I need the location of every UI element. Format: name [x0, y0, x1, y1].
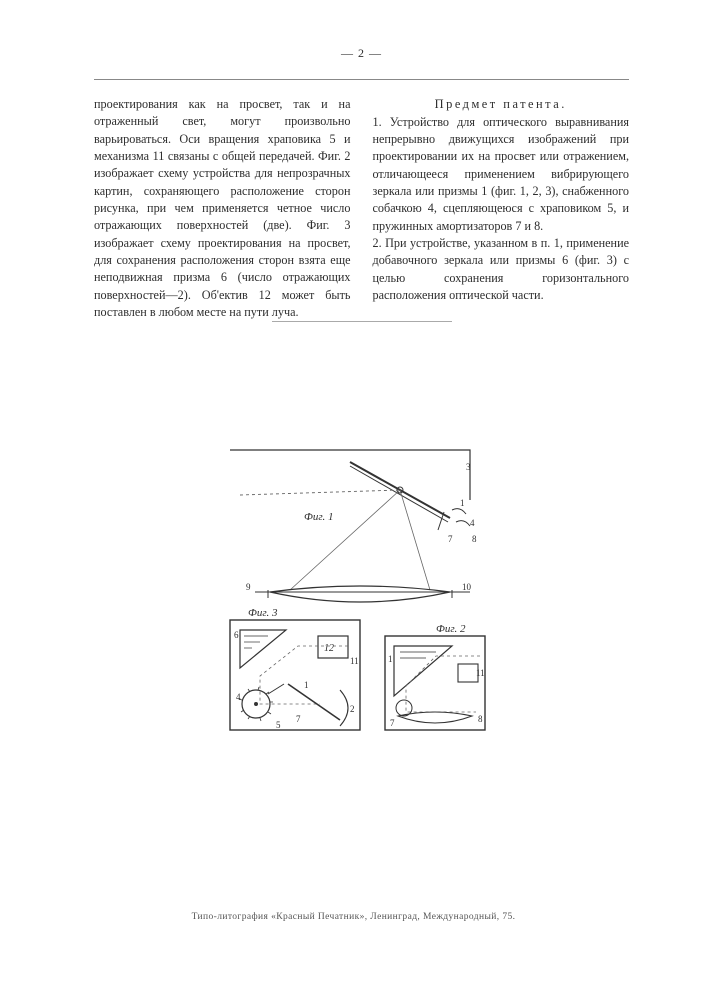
body-paragraph: проектирования как на просвет, так и на …	[94, 96, 351, 321]
svg-text:10: 10	[462, 582, 472, 592]
claims-heading: Предмет патента.	[373, 96, 630, 114]
svg-text:11: 11	[476, 668, 485, 678]
svg-text:3: 3	[466, 462, 471, 472]
fig3-label: Фиг. 3	[248, 607, 278, 619]
svg-text:11: 11	[350, 656, 359, 666]
figure-block: Фиг. 1 3 1 4 7 8 9 10	[200, 440, 520, 760]
svg-text:9: 9	[246, 582, 251, 592]
fig2-label: Фиг. 2	[436, 623, 466, 635]
svg-text:5: 5	[276, 720, 281, 730]
svg-text:6: 6	[234, 630, 239, 640]
svg-text:7: 7	[296, 714, 301, 724]
patent-figure-svg: Фиг. 1 3 1 4 7 8 9 10	[200, 440, 520, 760]
fig-3: 12 Фиг. 3 6 5 4 1 2 7 11	[230, 607, 360, 730]
claim-2: 2. При устройстве, указанном в п. 1, при…	[373, 235, 630, 304]
text-columns: проектирования как на просвет, так и на …	[94, 96, 629, 321]
svg-text:4: 4	[236, 692, 241, 702]
svg-text:7: 7	[448, 534, 453, 544]
fig-1: Фиг. 1 3 1 4 7 8	[230, 450, 477, 590]
svg-text:8: 8	[472, 534, 477, 544]
claim-1: 1. Устройство для оптического выравниван…	[373, 114, 630, 235]
svg-text:1: 1	[388, 654, 393, 664]
patent-page: — 2 — проектирования как на просвет, так…	[0, 0, 707, 1000]
page-number: — 2 —	[94, 46, 629, 61]
svg-text:4: 4	[470, 518, 475, 528]
svg-text:2: 2	[350, 704, 355, 714]
fig1-label: Фиг. 1	[304, 511, 334, 523]
fig-2: Фиг. 2 11 1 8 7	[385, 623, 485, 730]
top-rule	[94, 79, 629, 80]
lens: 9 10	[246, 582, 472, 602]
svg-text:1: 1	[460, 498, 465, 508]
svg-text:1: 1	[304, 680, 309, 690]
svg-text:7: 7	[390, 718, 395, 728]
colophon: Типо-литография «Красный Печатник», Лени…	[0, 912, 707, 922]
svg-text:12: 12	[324, 643, 334, 654]
footer-rule	[272, 321, 452, 322]
svg-text:8: 8	[478, 714, 483, 724]
